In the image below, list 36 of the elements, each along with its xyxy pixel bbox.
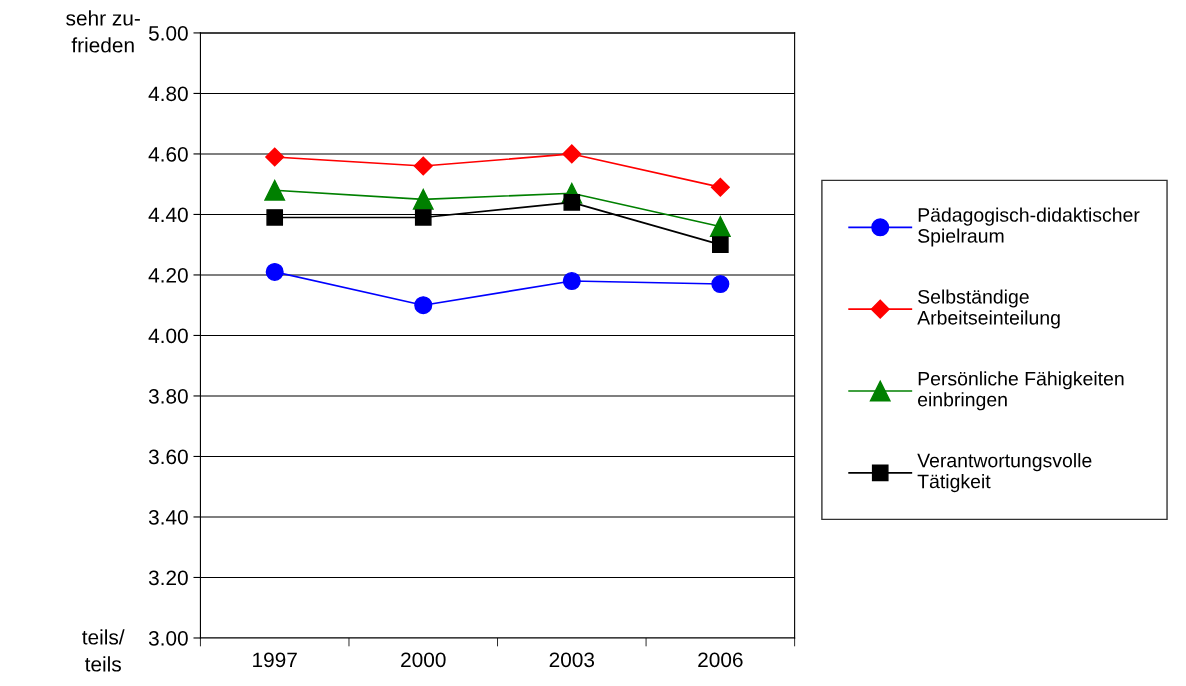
legend-label: Selbständige Arbeitseinteilung: [917, 289, 1060, 329]
point: [562, 144, 582, 164]
point: [414, 296, 433, 315]
y-tick-label: 3.00: [148, 630, 188, 646]
x-tick-label: 1997: [253, 652, 297, 668]
y-tick-label: 4.60: [148, 146, 188, 162]
y-tick-label: 3.60: [148, 449, 188, 465]
point: [412, 188, 434, 210]
point: [265, 262, 284, 281]
y-tick-label: 3.40: [148, 509, 188, 525]
y-tick-label: 4.00: [148, 328, 188, 344]
x-tick-label: 2003: [549, 652, 595, 668]
point: [709, 216, 731, 237]
legend-label: Pädagogisch-didaktischer Spielraum: [918, 207, 1140, 247]
point: [712, 236, 729, 254]
x-tick-label: 2006: [698, 652, 743, 668]
legend-label: Persönliche Fähigkeiten einbringen: [918, 371, 1124, 411]
point: [710, 177, 730, 197]
y-tick-label: 4.20: [148, 267, 188, 283]
point: [563, 194, 581, 211]
text: sehr zu- frieden: [66, 10, 140, 53]
y-tick-label: 3.20: [148, 570, 188, 586]
y-tick-label: 5.00: [148, 25, 188, 41]
point: [266, 209, 284, 226]
y-tick-label: 3.80: [148, 388, 188, 404]
point: [562, 271, 581, 291]
text: teils/ teils: [82, 629, 125, 672]
point: [414, 209, 432, 226]
point: [711, 274, 730, 294]
y-tick-label: 4.40: [148, 207, 188, 223]
x-tick-label: 2000: [401, 652, 446, 668]
point: [413, 156, 433, 176]
point: [264, 179, 286, 201]
legend-label: Verantwortungsvolle Tätigkeit: [917, 453, 1092, 493]
y-tick-label: 4.80: [148, 86, 188, 102]
point: [265, 147, 285, 167]
